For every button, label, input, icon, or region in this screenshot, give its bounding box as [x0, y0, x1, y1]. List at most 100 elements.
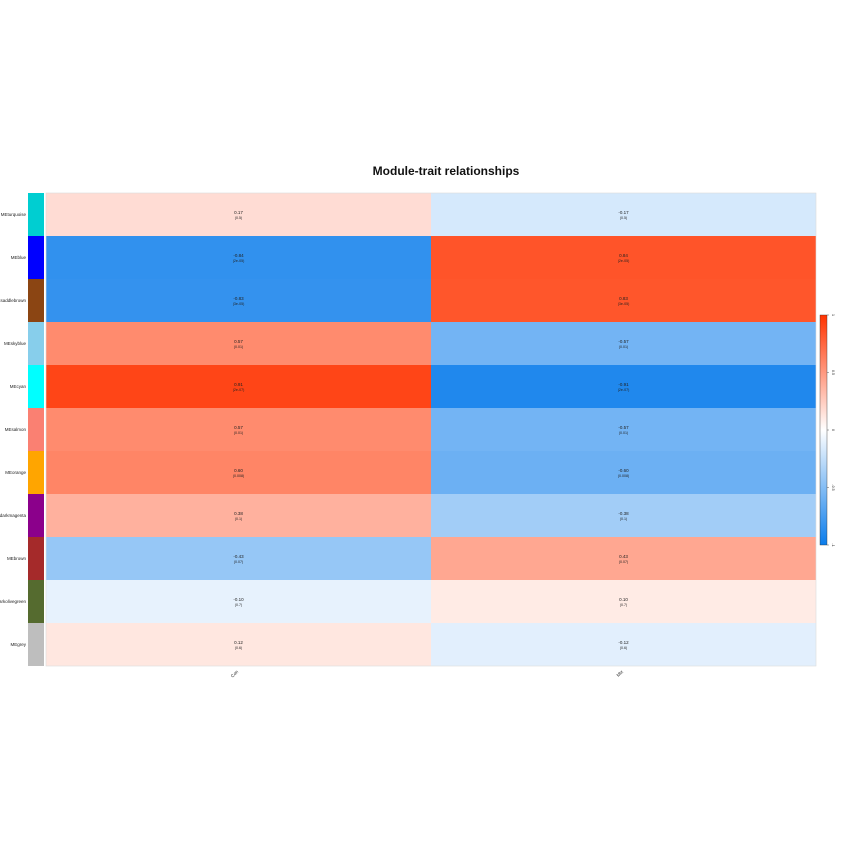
- heatmap-cell: [431, 322, 816, 365]
- cell-pvalue: (3e-05): [618, 302, 630, 306]
- colorbar-tick-label: 0: [831, 429, 835, 431]
- module-color-meblue: [28, 236, 44, 279]
- heatmap-cell: [46, 365, 431, 408]
- heatmap-cell: [431, 279, 816, 322]
- cell-pvalue: (0.5): [620, 216, 627, 220]
- row-label: MEsalmon: [5, 427, 27, 432]
- row-label: MEsaddlebrown: [0, 298, 26, 303]
- heatmap-cell: [46, 193, 431, 236]
- cell-value: -0.38: [618, 511, 629, 516]
- module-color-bars: [28, 193, 44, 666]
- cell-value: -0.60: [618, 468, 629, 473]
- cell-value: 0.60: [234, 468, 243, 473]
- colorbar-gradient: [819, 314, 828, 546]
- colorbar-tick-label: -0.5: [831, 484, 835, 490]
- cell-pvalue: (0.6): [235, 646, 242, 650]
- module-color-mesaddlebrown: [28, 279, 44, 322]
- cell-value: -0.91: [618, 382, 629, 387]
- cell-value: 0.12: [234, 640, 243, 645]
- cell-pvalue: (0.1): [620, 517, 627, 521]
- module-color-meskyblue: [28, 322, 44, 365]
- heatmap-cell: [431, 623, 816, 666]
- cell-pvalue: (2e-05): [618, 259, 630, 263]
- row-label: MEdarkolivegreen: [0, 599, 26, 604]
- row-label: MEskyblue: [4, 341, 27, 346]
- heatmap-cell: [431, 408, 816, 451]
- cell-value: 0.38: [234, 511, 243, 516]
- colorbar: -1 -0.5 0 0.5 1: [819, 314, 835, 547]
- heatmap-cell: [46, 236, 431, 279]
- cell-pvalue: (3e-05): [233, 302, 245, 306]
- cell-value: 0.57: [234, 425, 243, 430]
- column-label: Mtx: [616, 669, 625, 678]
- colorbar-tick-label: -1: [831, 543, 835, 546]
- cell-value: 0.57: [234, 339, 243, 344]
- row-labels: MEturquoise MEblue MEsaddlebrown MEskyblue M…: [0, 212, 27, 647]
- cell-value: 0.91: [234, 382, 243, 387]
- module-color-mebrown: [28, 537, 44, 580]
- cell-value: -0.57: [618, 339, 629, 344]
- cell-pvalue: (0.7): [620, 603, 627, 607]
- module-color-megrey: [28, 623, 44, 666]
- module-color-mecyan: [28, 365, 44, 408]
- cell-pvalue: (2e-05): [233, 259, 245, 263]
- heatmap-cell: [46, 623, 431, 666]
- row-label: MEorange: [5, 470, 26, 475]
- row-label: MEblue: [11, 255, 27, 260]
- cell-pvalue: (2e-07): [618, 388, 630, 392]
- cell-pvalue: (0.01): [234, 345, 243, 349]
- cell-pvalue: (0.7): [235, 603, 242, 607]
- cell-pvalue: (0.07): [234, 560, 243, 564]
- cell-pvalue: (0.1): [235, 517, 242, 521]
- heatmap-cell: [431, 193, 816, 236]
- cell-value: -0.17: [618, 210, 629, 215]
- cell-value: -0.84: [233, 253, 244, 258]
- heatmap-cell: [46, 451, 431, 494]
- cell-value: 0.43: [619, 554, 628, 559]
- heatmap-cell: [431, 494, 816, 537]
- cell-value: -0.57: [618, 425, 629, 430]
- row-label: MEdarkmagenta: [0, 513, 26, 518]
- cell-value: -0.43: [233, 554, 244, 559]
- heatmap-cell: [46, 537, 431, 580]
- colorbar-tick-label: 0.5: [831, 370, 835, 375]
- cell-value: -0.12: [618, 640, 629, 645]
- heatmap-cell: [431, 236, 816, 279]
- cell-pvalue: (0.008): [233, 474, 244, 478]
- cell-pvalue: (0.6): [620, 646, 627, 650]
- cell-value: 0.10: [619, 597, 628, 602]
- cell-pvalue: (0.01): [619, 345, 628, 349]
- cell-pvalue: (0.07): [619, 560, 628, 564]
- heatmap-cell: [46, 322, 431, 365]
- module-color-mesalmon: [28, 408, 44, 451]
- heatmap-cells: 0.17(0.5)-0.17(0.5)-0.84(2e-05)0.84(2e-0…: [45, 192, 817, 667]
- row-label: MEgrey: [10, 642, 26, 647]
- heatmap-cell: [431, 580, 816, 623]
- heatmap-cell: [46, 494, 431, 537]
- heatmap-cell: [431, 365, 816, 408]
- cell-value: 0.17: [234, 210, 243, 215]
- cell-value: 0.83: [619, 296, 628, 301]
- cell-pvalue: (0.008): [618, 474, 629, 478]
- module-color-meturquoise: [28, 193, 44, 236]
- cell-pvalue: (0.01): [619, 431, 628, 435]
- heatmap-cell: [46, 279, 431, 322]
- heatmap-cell: [46, 580, 431, 623]
- heatmap-cell: [431, 537, 816, 580]
- row-label: MEbrown: [7, 556, 27, 561]
- cell-value: 0.84: [619, 253, 628, 258]
- module-color-medarkmagenta: [28, 494, 44, 537]
- heatmap-cell: [46, 408, 431, 451]
- chart-title: Module-trait relationships: [373, 164, 520, 178]
- row-label: MEcyan: [10, 384, 27, 389]
- cell-value: -0.10: [233, 597, 244, 602]
- row-label: MEturquoise: [1, 212, 27, 217]
- module-color-medarkolivegreen: [28, 580, 44, 623]
- cell-pvalue: (0.01): [234, 431, 243, 435]
- heatmap-frame: [45, 192, 817, 667]
- module-color-meorange: [28, 451, 44, 494]
- column-label: Con: [230, 669, 240, 679]
- colorbar-tick-label: 1: [831, 314, 835, 316]
- column-labels: Con Mtx: [230, 669, 625, 679]
